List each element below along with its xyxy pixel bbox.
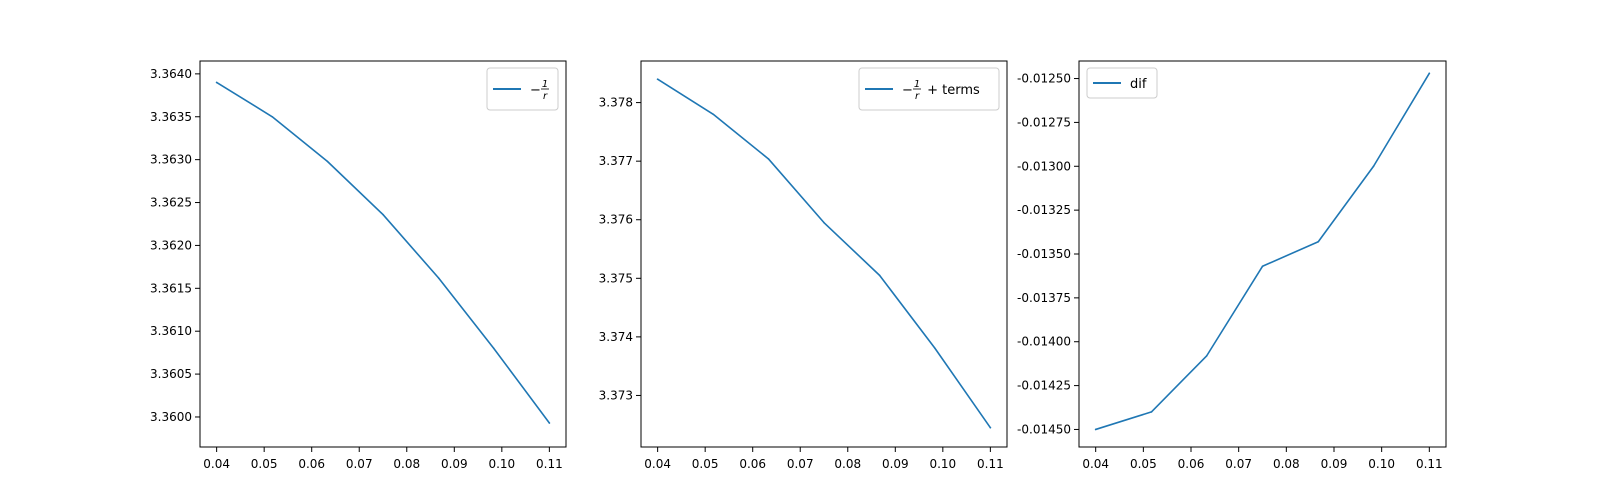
y-tick-label: 3.3640: [150, 67, 192, 81]
legend-fraction-numerator: 1: [542, 79, 548, 90]
data-point: [1317, 240, 1320, 243]
y-tick-label: -0.01275: [1017, 115, 1071, 129]
chart-panel-1: 0.04 0.05 0.06 0.07 0.08 0.09 0.10 0.11 3.3600 3.…: [150, 60, 567, 471]
data-point: [437, 277, 440, 279]
x-tick-label: 0.08: [1273, 457, 1300, 471]
x-tick-label: 0.05: [692, 457, 719, 471]
legend-minus: −: [530, 83, 541, 98]
y-tick-label: 3.3630: [150, 153, 192, 167]
x-tick-label: 0.10: [929, 457, 956, 471]
chart-panel-3: 0.04 0.05 0.06 0.07 0.08 0.09 0.10 0.11 -0.01450…: [1017, 60, 1447, 471]
x-tick-label: 0.06: [298, 457, 325, 471]
data-point: [823, 221, 825, 224]
y-tick-label: -0.01325: [1017, 203, 1071, 217]
y-tick-label: 3.3605: [150, 367, 192, 381]
x-tick-label: 0.08: [834, 457, 861, 471]
x-tick-label: 0.09: [1321, 457, 1348, 471]
x-tick-label: 0.11: [1416, 457, 1443, 471]
y-tick-label: -0.01300: [1017, 159, 1071, 173]
y-tick-label: 3.378: [599, 96, 633, 110]
y-tick-label: -0.01400: [1017, 335, 1071, 349]
legend-label: + terms: [923, 83, 980, 98]
x-tick-label: 0.10: [1368, 457, 1395, 471]
x-tick-label: 0.11: [536, 457, 563, 471]
x-tick-label: 0.11: [977, 457, 1004, 471]
y-tick-label: 3.375: [599, 271, 633, 285]
y-tick-label: -0.01250: [1017, 72, 1071, 86]
x-tick-label: 0.07: [1225, 457, 1252, 471]
x-tick-label: 0.06: [1178, 457, 1205, 471]
x-tick-label: 0.07: [346, 457, 373, 471]
series-line: [656, 78, 992, 429]
x-tick-label: 0.04: [1082, 457, 1109, 471]
legend-fraction-denominator: r: [915, 91, 920, 102]
data-point: [271, 115, 274, 118]
x-tick-label: 0.07: [787, 457, 814, 471]
data-point: [1094, 428, 1097, 431]
data-point: [492, 347, 495, 350]
legend-minus: −: [902, 83, 913, 98]
y-tick-label: 3.3610: [150, 324, 192, 338]
data-point: [1428, 72, 1431, 75]
data-point: [767, 158, 770, 160]
y-tick-label: 3.377: [599, 154, 633, 168]
data-point: [382, 213, 384, 216]
plot-area-frame: [640, 60, 1008, 448]
x-tick-label: 0.06: [739, 457, 766, 471]
data-point: [656, 78, 659, 80]
legend-fraction-numerator: 1: [914, 79, 920, 90]
y-tick-label: 3.3625: [150, 196, 192, 210]
series-line: [215, 81, 551, 424]
x-tick-label: 0.08: [393, 457, 420, 471]
y-tick-label: 3.3635: [150, 110, 192, 124]
data-point: [933, 347, 936, 349]
legend: −1r + terms: [858, 67, 1000, 111]
x-tick-label: 0.05: [1130, 457, 1157, 471]
y-tick-label: 3.3600: [150, 410, 192, 424]
data-point: [712, 113, 715, 116]
y-tick-label: -0.01350: [1017, 247, 1071, 261]
data-point: [326, 160, 329, 163]
legend-fraction-denominator: r: [543, 91, 548, 102]
x-tick-label: 0.04: [644, 457, 671, 471]
y-tick-label: 3.376: [599, 213, 633, 227]
y-tick-label: 3.374: [599, 330, 633, 344]
data-point: [1205, 354, 1208, 357]
data-point: [548, 422, 551, 424]
legend: dif: [1086, 67, 1158, 99]
data-point: [1150, 411, 1153, 413]
y-tick-label: 3.3620: [150, 238, 192, 252]
x-tick-label: 0.05: [251, 457, 278, 471]
data-point: [989, 426, 992, 429]
x-tick-label: 0.04: [203, 457, 230, 471]
x-tick-label: 0.09: [882, 457, 909, 471]
y-tick-label: 3.373: [599, 388, 633, 402]
data-point: [1372, 165, 1375, 168]
series-line: [1094, 72, 1431, 431]
legend-label: dif: [1130, 77, 1147, 92]
data-point: [215, 81, 218, 84]
plot-area-frame: [199, 60, 567, 448]
data-point: [878, 274, 881, 277]
y-tick-label: -0.01375: [1017, 291, 1071, 305]
y-tick-label: -0.01425: [1017, 379, 1071, 393]
y-tick-label: -0.01450: [1017, 422, 1071, 436]
legend: −1r: [486, 67, 559, 111]
data-point: [1261, 265, 1264, 268]
x-tick-label: 0.10: [488, 457, 515, 471]
plot-area-frame: [1078, 60, 1447, 448]
x-tick-label: 0.09: [441, 457, 468, 471]
chart-panel-2: 0.04 0.05 0.06 0.07 0.08 0.09 0.10 0.11 3.373 3.3…: [599, 60, 1008, 471]
y-tick-label: 3.3615: [150, 281, 192, 295]
